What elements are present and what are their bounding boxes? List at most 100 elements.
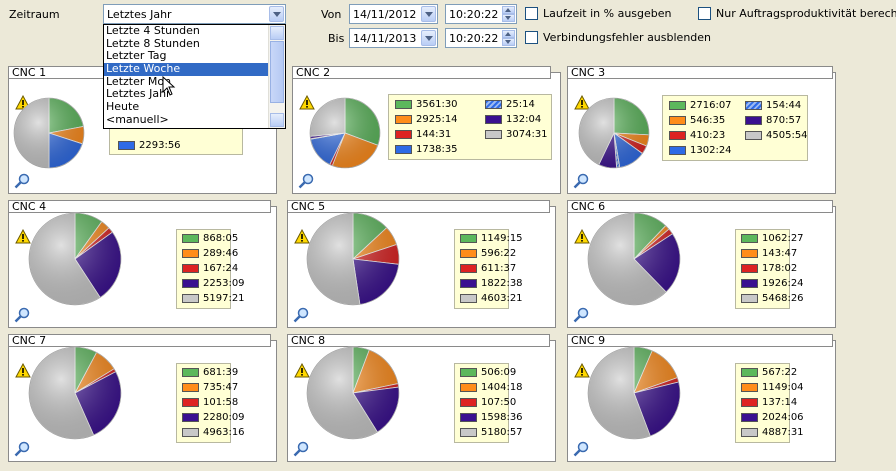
von-time-field[interactable]: 10:20:22 [445,4,517,24]
spin-down-icon[interactable] [502,38,515,46]
pie-legend: 3561:30 2925:14 144:31 1738:35 25:14 132:04 30… [388,94,552,160]
pie-chart [13,97,85,169]
legend-value: 2024:06 [762,412,804,423]
legend-swatch [745,116,762,125]
machine-panel[interactable]: CNC 5 1149:15 596:22 611:37 1822:38 4603:21 [287,200,556,328]
pie-chart [578,97,650,169]
spin-down-icon[interactable] [502,14,515,22]
zoom-icon[interactable] [298,173,314,189]
machine-title: CNC 7 [8,334,271,347]
legend-value: 868:05 [203,233,239,244]
legend-swatch [460,398,477,407]
legend-swatch [669,116,686,125]
zoom-icon[interactable] [14,441,30,457]
nur-auftrag-checkbox[interactable] [698,7,711,20]
dropdown-option[interactable]: Letzter Mon [106,74,172,88]
scroll-down-icon[interactable] [270,113,284,127]
spin-up-icon[interactable] [502,6,515,14]
warning-icon[interactable] [15,229,31,244]
scroll-up-icon[interactable] [270,26,284,40]
legend-value: 154:44 [766,100,802,111]
bis-date-picker[interactable]: 14/11/2013 [349,28,438,48]
pie-chart [28,212,122,306]
dropdown-option[interactable]: Heute [106,100,140,114]
warning-icon[interactable] [574,95,590,110]
dropdown-option[interactable]: Letztes Jahr [106,87,171,101]
machine-panel[interactable]: CNC 4 868:05 289:46 167:24 2253:09 5197:21 [8,200,277,328]
pie-chart [28,346,122,440]
zoom-icon[interactable] [14,173,30,189]
machine-title: CNC 3 [567,66,833,79]
machine-title: CNC 9 [567,334,833,347]
legend-value: 5468:26 [762,293,804,304]
bis-time-field[interactable]: 10:20:22 [445,28,517,48]
warning-icon[interactable] [574,229,590,244]
legend-value: 870:57 [766,115,802,126]
warning-icon[interactable] [299,95,315,110]
legend-value: 567:22 [762,367,798,378]
legend-swatch [182,413,199,422]
machine-panel[interactable]: CNC 7 681:39 735:47 101:58 2280:09 4963:16 [8,334,277,462]
laufzeit-checkbox[interactable] [525,7,538,20]
legend-value: 2293:56 [139,140,181,151]
legend-swatch [395,115,412,124]
von-time-value: 10:20:22 [449,8,499,21]
legend-value: 3561:30 [416,99,458,110]
legend-swatch [460,249,477,258]
zeitraum-select[interactable]: Letztes Jahr [103,4,286,24]
chevron-down-icon[interactable] [269,6,284,22]
zeitraum-dropdown-list[interactable]: Letzte 4 Stunden Letzte 8 Stunden Letzter … [103,24,286,129]
legend-value: 596:22 [481,248,517,259]
spin-up-icon[interactable] [502,30,515,38]
legend-swatch [741,428,758,437]
pie-legend: 868:05 289:46 167:24 2253:09 5197:21 [176,229,245,309]
legend-value: 1062:27 [762,233,804,244]
legend-value: 1404:18 [481,382,523,393]
warning-icon[interactable] [15,363,31,378]
von-label: Von [321,8,342,21]
machine-panel[interactable]: CNC 3 2716:07 546:35 410:23 1302:24 154:44 870… [567,66,836,194]
legend-swatch [741,294,758,303]
machine-panel[interactable]: CNC 6 1062:27 143:47 178:02 1926:24 5468:26 [567,200,836,328]
nur-auftrag-label: Nur Auftragsproduktivität berechnen [716,7,896,20]
machine-panel[interactable]: CNC 8 506:09 1404:18 107:50 1598:36 5180:57 [287,334,556,462]
chevron-down-icon[interactable] [421,30,436,46]
pie-shading [587,346,681,440]
bis-time-spinner[interactable] [502,30,515,46]
machine-panel[interactable]: CNC 2 3561:30 2925:14 144:31 1738:35 25:14 132… [292,66,561,194]
machine-panel[interactable]: CNC 9 567:22 1149:04 137:14 2024:06 4887:31 [567,334,836,462]
legend-value: 1598:36 [481,412,523,423]
dropdown-option[interactable]: Letzte Woche [104,63,285,76]
warning-icon[interactable] [294,229,310,244]
legend-value: 167:24 [203,263,239,274]
von-time-spinner[interactable] [502,6,515,22]
von-date-picker[interactable]: 14/11/2012 [349,4,438,24]
dropdown-option[interactable]: <manuell> [106,112,169,126]
pie-shading [306,346,400,440]
machine-title: CNC 5 [287,200,550,213]
pie-shading [578,97,650,169]
legend-swatch [741,383,758,392]
zoom-icon[interactable] [14,307,30,323]
dropdown-option[interactable]: Letzte 4 Stunden [106,24,200,37]
dropdown-option[interactable]: Letzter Tag [106,49,167,63]
legend-swatch [669,146,686,155]
zoom-icon[interactable] [573,173,589,189]
dropdown-scrollbar[interactable] [268,25,285,128]
dropdown-option[interactable]: Letzte 8 Stunden [106,36,200,50]
legend-value: 289:46 [203,248,239,259]
legend-value: 178:02 [762,263,798,274]
scroll-thumb[interactable] [270,41,284,103]
zoom-icon[interactable] [293,307,309,323]
verbindung-checkbox[interactable] [525,31,538,44]
legend-swatch [395,145,412,154]
warning-icon[interactable] [294,363,310,378]
legend-value: 107:50 [481,397,517,408]
zoom-icon[interactable] [293,441,309,457]
zoom-icon[interactable] [573,307,589,323]
legend-swatch [182,383,199,392]
chevron-down-icon[interactable] [421,6,436,22]
zoom-icon[interactable] [573,441,589,457]
warning-icon[interactable] [574,363,590,378]
pie-shading [309,97,381,169]
